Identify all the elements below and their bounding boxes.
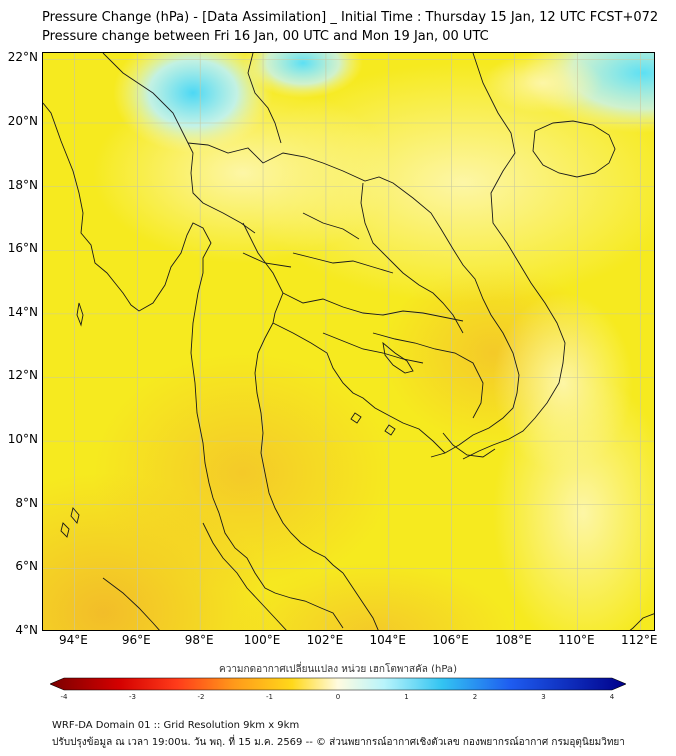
near-zero-area (493, 293, 633, 473)
positive-change-area (243, 53, 363, 98)
model-info: WRF-DA Domain 01 :: Grid Resolution 9km … (52, 720, 300, 731)
latitude-tick-label: 22°N (7, 50, 38, 65)
colorbar-tick-label: 1 (404, 693, 409, 701)
latitude-tick-label: 18°N (7, 177, 38, 192)
colorbar-tick-label: 0 (335, 693, 341, 701)
negative-change-area (93, 353, 393, 593)
colorbar-tick-label: -2 (197, 693, 205, 701)
longitude-tick-label: 112°E (621, 633, 658, 647)
latitude-tick-label: 12°N (7, 368, 38, 383)
longitude-tick-label: 104°E (369, 633, 407, 647)
positive-change-area (113, 53, 273, 153)
colorbar-tick-label: 3 (541, 693, 546, 701)
longitude-tick-label: 98°E (184, 633, 214, 647)
latitude-tick-label: 16°N (7, 241, 38, 256)
latitude-tick-label: 4°N (15, 623, 38, 637)
longitude-tick-label: 94°E (58, 633, 88, 647)
colorbar-tick-label: 2 (472, 693, 478, 701)
longitude-tick-label: 110°E (558, 633, 595, 647)
colorbar-tick-label: -4 (60, 693, 68, 701)
update-credit: ปรับปรุงข้อมูล ณ เวลา 19:00น. วัน พฤ. ที… (52, 737, 625, 748)
colorbar-scale (50, 677, 626, 691)
latitude-tick-label: 6°N (15, 559, 38, 574)
colorbar-tick-label: -1 (266, 693, 273, 701)
pressure-change-map (43, 53, 654, 630)
chart-title: Pressure Change (hPa) - [Data Assimilati… (42, 10, 659, 25)
colorbar-tick-label: -3 (129, 693, 136, 701)
colorbar-label: ความกดอากาศเปลี่ยนแปลง หน่วย เฮกโตพาสคัล… (219, 664, 457, 675)
negative-change-area (233, 563, 513, 630)
longitude-tick-label: 96°E (121, 633, 151, 647)
latitude-tick-label: 10°N (7, 432, 38, 447)
colorbar-tick-label: 4 (609, 693, 615, 701)
map-panel (42, 52, 655, 631)
near-zero-area (483, 53, 603, 113)
latitude-tick-label: 14°N (7, 304, 38, 319)
longitude-tick-label: 100°E (243, 633, 281, 647)
longitude-tick-label: 106°E (432, 633, 469, 647)
colorbar (50, 677, 626, 691)
latitude-tick-label: 20°N (7, 113, 38, 128)
longitude-tick-label: 102°E (306, 633, 344, 647)
longitude-tick-label: 108°E (495, 633, 532, 647)
coastlines-and-borders (43, 53, 654, 630)
latitude-tick-label: 8°N (15, 495, 38, 510)
chart-subtitle: Pressure change between Fri 16 Jan, 00 U… (42, 29, 489, 44)
